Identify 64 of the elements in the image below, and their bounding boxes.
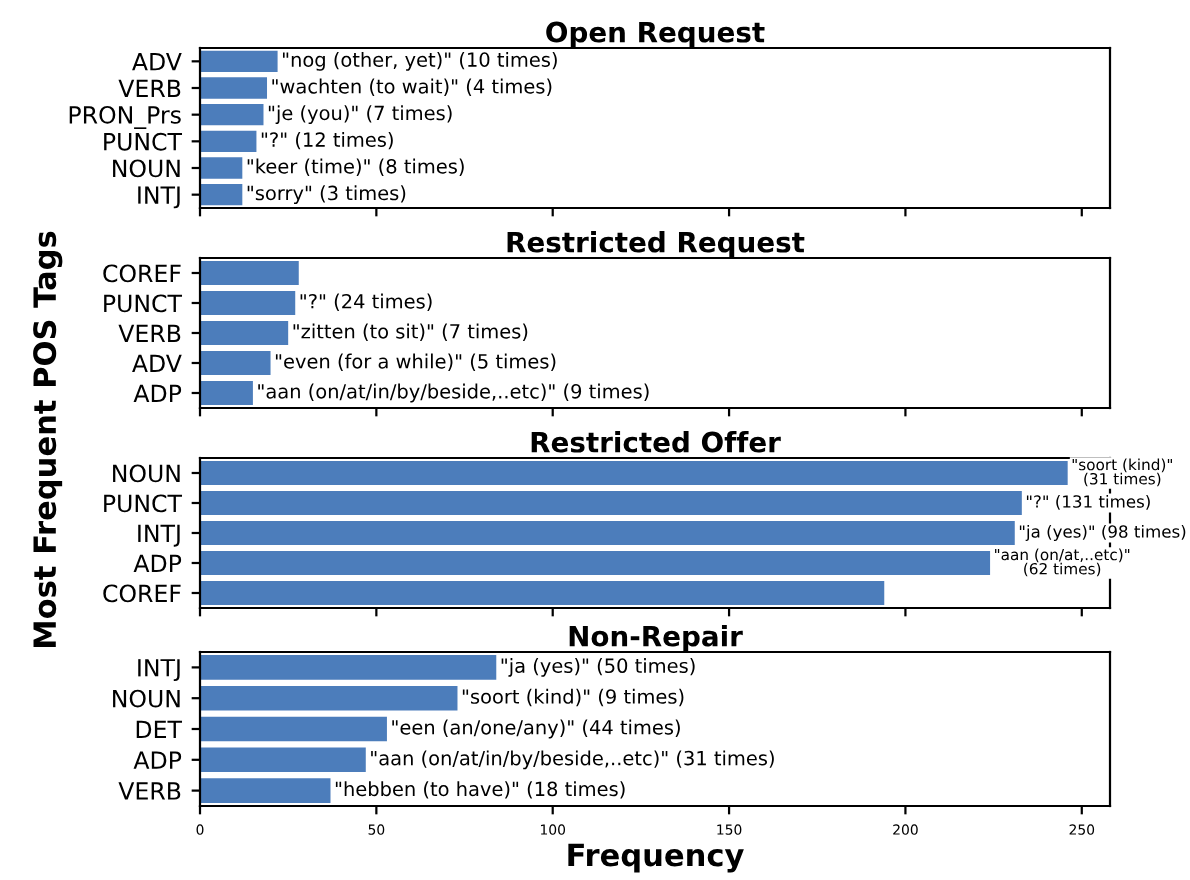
- annotation: "?" (24 times): [300, 293, 432, 311]
- y-tick-label: PUNCT: [104, 132, 183, 151]
- annotation: "aan (on/at/in/by/beside,..etc)" (9 times): [258, 383, 649, 403]
- annotation: "sorry" (3 times): [247, 185, 406, 205]
- chart-title: Non-Repair: [569, 625, 743, 652]
- x-axis-title: Frequency: [568, 843, 744, 873]
- bar: [200, 381, 253, 405]
- bar: [200, 157, 243, 179]
- y-tick-label: ADV: [132, 53, 182, 71]
- y-tick-label: INTJ: [138, 659, 180, 682]
- y-tick-label: ADV: [132, 354, 182, 372]
- y-tick-label: COREF: [103, 264, 181, 283]
- annotation: "zitten (to sit)" (7 times): [293, 323, 528, 341]
- y-tick-label: PUNCT: [104, 294, 183, 313]
- bar: [200, 291, 296, 315]
- bar: [200, 351, 271, 375]
- bar: [200, 655, 497, 680]
- y-tick-label: PUNCT: [104, 494, 183, 513]
- bar: [200, 77, 268, 99]
- annotation: "aan (on/at/in/by/beside,..etc)" (31 times): [371, 750, 774, 770]
- bar: [200, 521, 1015, 545]
- y-tick-label: INTJ: [138, 524, 180, 547]
- y-axis-title: Most Frequent POS Tags: [33, 231, 63, 647]
- y-tick-label: VERB: [118, 324, 181, 342]
- annotation: "?" (12 times): [261, 131, 393, 150]
- bar: [200, 778, 331, 803]
- y-tick-label: INTJ: [138, 186, 180, 209]
- bar: [200, 685, 458, 711]
- chart-title: Restricted Request: [507, 231, 805, 258]
- bar: [200, 130, 257, 152]
- bar: [200, 551, 991, 575]
- y-tick-label: VERB: [118, 79, 181, 97]
- y-tick-label: NOUN: [113, 464, 180, 483]
- annotation: "?" (131 times): [1026, 494, 1150, 510]
- bar: [200, 581, 885, 605]
- annotation: "ja (yes)" (98 times): [1019, 524, 1186, 542]
- bar: [200, 184, 243, 206]
- bar: [200, 321, 289, 345]
- y-tick-label: VERB: [118, 782, 181, 800]
- annotation: "hebben (to have)" (18 times): [335, 781, 625, 799]
- chart-title: Open Request: [546, 21, 765, 48]
- annotation: "je (you)" (7 times): [268, 105, 452, 125]
- annotation: "ja (yes)" (50 times): [501, 657, 695, 677]
- annotation: "even (for a while)" (5 times): [275, 353, 556, 371]
- y-tick-label: ADP: [133, 384, 182, 402]
- y-tick-label: PRON_Prs: [69, 105, 181, 129]
- y-tick-label: ADP: [133, 554, 182, 572]
- y-tick-label: NOUN: [113, 689, 180, 708]
- y-tick-label: COREF: [103, 584, 181, 603]
- annotation: "keer (time)" (8 times): [247, 158, 464, 176]
- bar: [200, 261, 299, 285]
- bar: [200, 104, 264, 126]
- annotation: "wachten (to wait)" (4 times): [272, 78, 552, 96]
- bar: [200, 50, 278, 72]
- annotation: "soort (kind)" (9 times): [462, 688, 684, 707]
- annotation: "nog (other, yet)" (10 times): [283, 51, 557, 71]
- chart-title: Restricted Offer: [531, 431, 781, 453]
- bar: [200, 716, 387, 742]
- annotation: "een (an/one/any)" (44 times): [392, 719, 680, 739]
- bar: [200, 491, 1022, 515]
- bar: [200, 747, 366, 773]
- y-tick-label: ADP: [133, 751, 182, 769]
- y-tick-label: NOUN: [113, 159, 180, 178]
- y-tick-label: DET: [136, 720, 183, 738]
